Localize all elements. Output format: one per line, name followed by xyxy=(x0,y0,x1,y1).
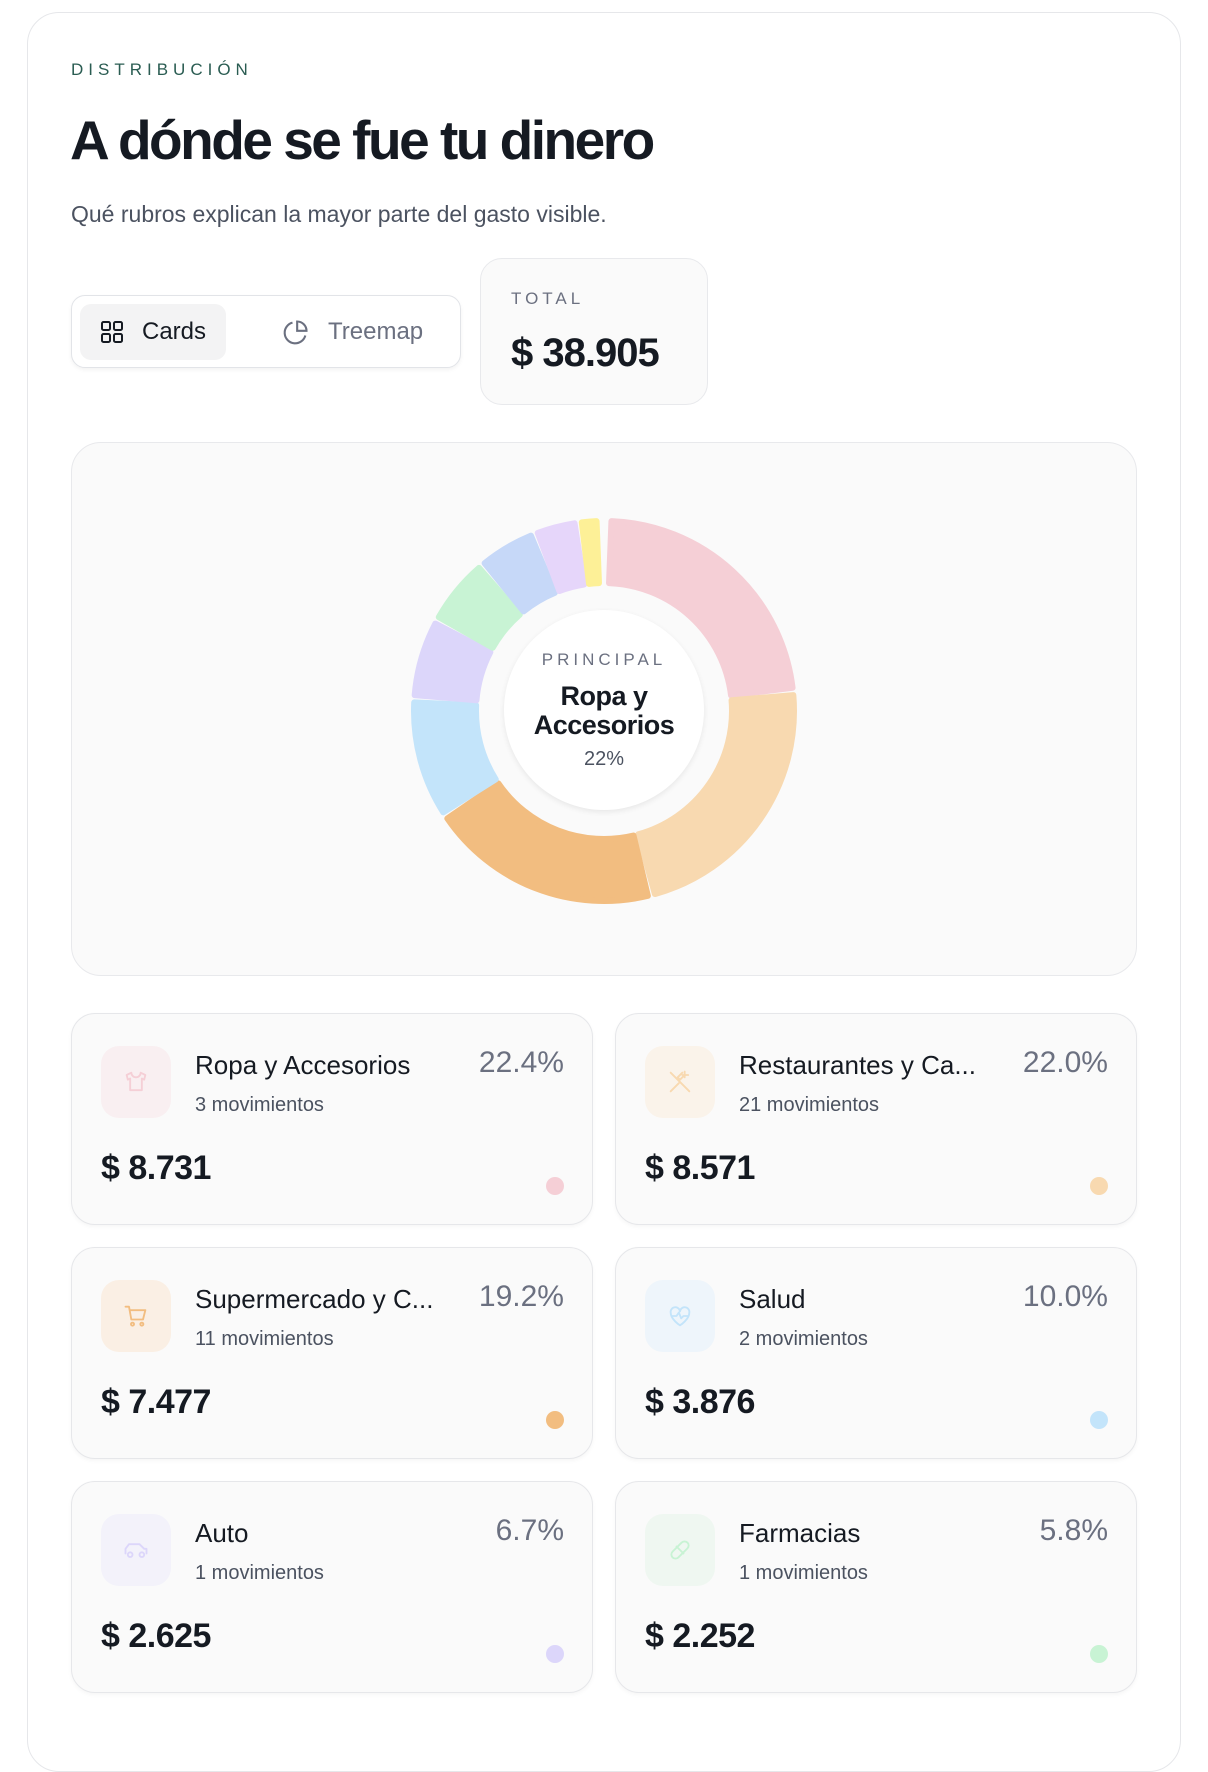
category-count: 2 movimientos xyxy=(739,1328,868,1350)
category-name: Salud xyxy=(739,1284,806,1314)
donut-segment[interactable] xyxy=(635,692,797,898)
donut-segment[interactable] xyxy=(481,532,558,615)
category-color-dot xyxy=(546,1411,564,1429)
treemap-view-button[interactable]: Treemap xyxy=(262,304,443,360)
category-amount: $ 3.876 xyxy=(645,1383,755,1421)
donut-segment[interactable] xyxy=(411,699,499,816)
utensils-icon xyxy=(669,1070,691,1093)
category-icon-box xyxy=(101,1280,171,1352)
category-count: 1 movimientos xyxy=(739,1562,868,1584)
treemap-view-label: Treemap xyxy=(328,318,424,345)
category-count: 11 movimientos xyxy=(195,1328,334,1350)
cards-view-button[interactable]: Cards xyxy=(80,304,227,360)
category-card[interactable]: Auto 1 movimientos 6.7% $ 2.625 xyxy=(71,1481,593,1693)
donut-segment[interactable] xyxy=(435,564,523,651)
category-color-dot xyxy=(1090,1411,1108,1429)
category-color-dot xyxy=(546,1177,564,1195)
center-label: PRINCIPAL xyxy=(541,650,667,669)
category-name: Auto xyxy=(195,1518,249,1548)
page-subtitle: Qué rubros explican la mayor parte del g… xyxy=(71,201,607,227)
donut-segment[interactable] xyxy=(578,518,602,587)
total-value: $ 38.905 xyxy=(511,331,660,375)
car-icon xyxy=(124,1543,148,1558)
category-color-dot xyxy=(1090,1177,1108,1195)
category-icon-box xyxy=(645,1046,715,1118)
donut-chart xyxy=(411,518,797,904)
category-amount: $ 8.571 xyxy=(645,1149,755,1187)
center-category: Ropa y Accesorios xyxy=(533,681,675,740)
donut-segment[interactable] xyxy=(411,620,494,704)
category-count: 21 movimientos xyxy=(739,1094,880,1116)
pie-chart-icon xyxy=(283,320,308,345)
page-title: A dónde se fue tu dinero xyxy=(70,109,655,171)
section-kicker: DISTRIBUCIÓN xyxy=(71,60,253,79)
category-color-dot xyxy=(546,1645,564,1663)
category-icon-box xyxy=(645,1514,715,1586)
cards-view-label: Cards xyxy=(142,318,207,345)
category-amount: $ 7.477 xyxy=(101,1383,211,1421)
category-percent: 5.8% xyxy=(1039,1514,1108,1547)
view-toggle: Cards Treemap xyxy=(71,295,461,368)
donut-center: PRINCIPAL Ropa y Accesorios 22% xyxy=(504,610,704,810)
pill-icon xyxy=(670,1540,690,1560)
heart-pulse-icon xyxy=(669,1306,691,1327)
category-name: Farmacias xyxy=(739,1518,861,1548)
category-percent: 10.0% xyxy=(1022,1280,1108,1313)
category-count: 1 movimientos xyxy=(195,1562,324,1584)
category-name: Restaurantes y Ca... xyxy=(739,1050,976,1080)
donut-segment[interactable] xyxy=(444,780,651,904)
category-name: Supermercado y C... xyxy=(195,1284,434,1314)
category-amount: $ 2.625 xyxy=(101,1617,211,1655)
category-card[interactable]: Restaurantes y Ca... 21 movimientos 22.0… xyxy=(615,1013,1137,1225)
category-percent: 6.7% xyxy=(495,1514,564,1547)
shirt-icon xyxy=(125,1071,147,1092)
total-box: TOTAL $ 38.905 xyxy=(480,258,708,405)
category-icon-box xyxy=(101,1514,171,1586)
donut-chart-panel: PRINCIPAL Ropa y Accesorios 22% xyxy=(71,442,1137,976)
category-icon-box xyxy=(645,1280,715,1352)
cart-icon xyxy=(124,1305,147,1327)
category-percent: 19.2% xyxy=(478,1280,564,1313)
category-name: Ropa y Accesorios xyxy=(195,1050,411,1080)
category-amount: $ 8.731 xyxy=(101,1149,211,1187)
donut-segment[interactable] xyxy=(534,520,588,595)
category-card[interactable]: Farmacias 1 movimientos 5.8% $ 2.252 xyxy=(615,1481,1137,1693)
category-percent: 22.0% xyxy=(1022,1046,1108,1079)
category-card[interactable]: Ropa y Accesorios 3 movimientos 22.4% $ … xyxy=(71,1013,593,1225)
total-label: TOTAL xyxy=(511,289,585,308)
category-icon-box xyxy=(101,1046,171,1118)
category-card[interactable]: Supermercado y C... 11 movimientos 19.2%… xyxy=(71,1247,593,1459)
category-color-dot xyxy=(1090,1645,1108,1663)
category-card[interactable]: Salud 2 movimientos 10.0% $ 3.876 xyxy=(615,1247,1137,1459)
donut-segment[interactable] xyxy=(606,518,796,699)
category-percent: 22.4% xyxy=(478,1046,564,1079)
category-count: 3 movimientos xyxy=(195,1094,324,1116)
grid-icon xyxy=(101,321,123,343)
category-amount: $ 2.252 xyxy=(645,1617,755,1655)
center-percent: 22% xyxy=(583,748,625,770)
